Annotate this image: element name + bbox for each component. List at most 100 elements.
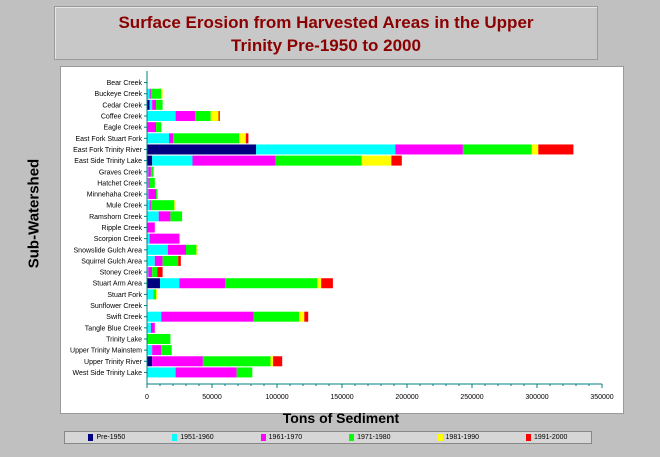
chart-title-line-1: Surface Erosion from Harvested Areas in … xyxy=(118,13,534,32)
bar-segment xyxy=(245,133,249,144)
bar-segment xyxy=(149,233,180,244)
category-label: Upper Trinity River xyxy=(84,359,143,366)
legend-item: 1961-1970 xyxy=(260,434,303,441)
bar-segment xyxy=(239,133,246,144)
legend-label: 1961-1970 xyxy=(268,434,303,441)
bar-segment xyxy=(152,267,158,278)
bar-segment xyxy=(256,144,396,155)
bar-segment xyxy=(158,211,171,222)
bar-segment xyxy=(150,200,175,211)
bar-segment xyxy=(147,233,150,244)
x-axis-label: Tons of Sediment xyxy=(282,410,400,426)
bar-segment xyxy=(147,155,153,166)
x-tick-label: 200000 xyxy=(395,394,418,401)
legend-item: 1991-2000 xyxy=(525,434,568,441)
bar-segment xyxy=(147,278,160,289)
category-label: Upper Trinity Mainstem xyxy=(70,348,142,355)
chart-title: Surface Erosion from Harvested Areas in … xyxy=(54,6,598,60)
bar-segment xyxy=(174,200,176,211)
legend-label: 1991-2000 xyxy=(533,434,568,441)
bar-segment xyxy=(218,111,220,122)
bar-segment xyxy=(270,356,274,367)
bar-segment xyxy=(299,311,305,322)
legend-swatch xyxy=(525,434,531,441)
bar-segment xyxy=(210,111,219,122)
legend-label: 1951-1960 xyxy=(180,434,214,441)
bar-segment xyxy=(149,99,153,110)
bar-segment xyxy=(147,222,155,233)
bar-segment xyxy=(147,144,257,155)
legend-label: 1971-1980 xyxy=(357,434,391,441)
bar-segment xyxy=(169,133,173,144)
legend-swatch xyxy=(260,434,266,441)
bar-segment xyxy=(273,356,283,367)
bar-segment xyxy=(147,289,154,300)
bar-segment xyxy=(148,177,150,188)
bar-segment xyxy=(147,88,150,99)
bar-segment xyxy=(195,111,211,122)
bar-segment xyxy=(149,88,151,99)
bar-segment xyxy=(147,111,176,122)
x-tick-label: 150000 xyxy=(330,394,353,401)
x-tick-label: 0 xyxy=(145,394,149,401)
bar-segment xyxy=(147,189,149,200)
bar-segment xyxy=(167,244,186,255)
bar-segment xyxy=(147,311,162,322)
bar-segment xyxy=(148,267,153,278)
x-tick-label: 300000 xyxy=(525,394,548,401)
bar-segment xyxy=(147,333,171,344)
bar-segment xyxy=(186,244,197,255)
bar-segment xyxy=(192,155,276,166)
category-label: Minnehaha Creek xyxy=(87,192,143,199)
category-label: Mule Creek xyxy=(106,203,142,210)
category-label: Bear Creek xyxy=(107,80,143,87)
legend: Pre-1950 1951-1960 1961-1970 1971-1980 1981-… xyxy=(64,431,592,444)
bar-segment xyxy=(147,177,149,188)
category-label: Graves Creek xyxy=(99,169,143,176)
bar-segment xyxy=(175,367,237,378)
category-label: Snowslide Gulch Area xyxy=(74,247,143,254)
category-label: Tangle Blue Creek xyxy=(85,325,143,332)
category-label: Swift Creek xyxy=(106,314,142,321)
bar-segment xyxy=(236,367,253,378)
bar-segment xyxy=(150,88,162,99)
bar-segment xyxy=(275,155,362,166)
legend-label: 1981-1990 xyxy=(445,434,480,441)
bar-segment xyxy=(175,111,196,122)
bar-segment xyxy=(178,255,181,266)
category-label: Hatchet Creek xyxy=(97,180,142,187)
bar-segment xyxy=(304,311,309,322)
category-label: Sunflower Creek xyxy=(90,303,142,310)
bar-segment xyxy=(162,255,179,266)
bar-segment xyxy=(147,244,168,255)
bar-segment xyxy=(147,211,159,222)
legend-swatch xyxy=(349,434,355,441)
bar-segment xyxy=(147,367,176,378)
legend-swatch xyxy=(172,434,178,441)
bar-segment xyxy=(154,255,163,266)
category-label: East Fork Trinity River xyxy=(73,147,143,154)
category-label: Trinity Lake xyxy=(106,336,142,343)
category-label: East Fork Stuart Fork xyxy=(75,136,142,143)
bar-segment xyxy=(152,356,203,367)
bar-segment xyxy=(147,122,157,133)
category-label: Stuart Arm Area xyxy=(93,281,143,288)
y-axis-label: Sub-Watershed xyxy=(25,158,43,269)
bar-segment xyxy=(153,289,157,300)
bar-segment xyxy=(317,278,322,289)
bar-segment xyxy=(157,267,163,278)
bar-segment xyxy=(170,211,183,222)
bar-segment xyxy=(147,133,170,144)
legend-item: 1951-1960 xyxy=(172,434,214,441)
legend-swatch xyxy=(437,434,443,441)
bar-segment xyxy=(150,322,155,333)
bar-segment xyxy=(196,244,198,255)
category-label: Scorpion Creek xyxy=(94,236,143,243)
bar-segment xyxy=(147,255,155,266)
category-label: Ramshorn Creek xyxy=(89,214,142,221)
bar-segment xyxy=(202,356,271,367)
bar-segment xyxy=(152,345,162,356)
bar-segment xyxy=(150,166,154,177)
bar-segment xyxy=(391,155,402,166)
